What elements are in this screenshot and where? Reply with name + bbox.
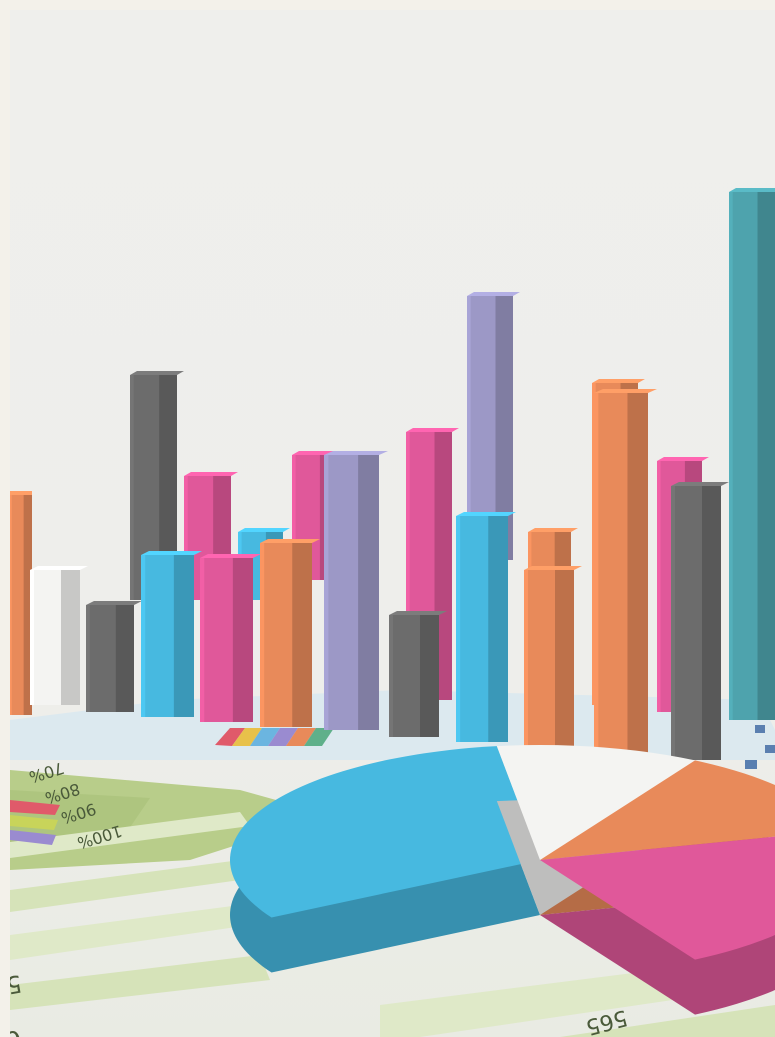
frame-top xyxy=(0,0,775,10)
bar-orange-tall-front xyxy=(594,389,657,755)
bar-lavender-wide xyxy=(324,451,388,730)
bar-teal-tallest xyxy=(729,188,775,720)
bar-cyan-mid xyxy=(456,512,516,742)
bar-gray-right xyxy=(671,482,729,760)
bar-white xyxy=(30,566,88,705)
bar-orange-front-2 xyxy=(524,566,582,748)
bar-orange-left-edge xyxy=(10,491,32,715)
pie-slice-blue xyxy=(230,746,540,973)
pie-slice-pink xyxy=(540,836,775,1015)
bar-gray-mid xyxy=(389,611,447,737)
mini-bars-left-sheet xyxy=(10,800,60,845)
bar-gray-front-left xyxy=(86,601,142,712)
bars-3d xyxy=(10,188,775,760)
bar-cyan-front xyxy=(141,551,202,717)
frame-left xyxy=(0,0,10,1037)
pie-chart-3d xyxy=(230,744,775,1015)
paper-sheets xyxy=(10,690,775,1037)
legend-swatches xyxy=(215,728,334,746)
bar-orange-front-1 xyxy=(260,539,320,727)
bar-pink-front xyxy=(200,554,261,722)
